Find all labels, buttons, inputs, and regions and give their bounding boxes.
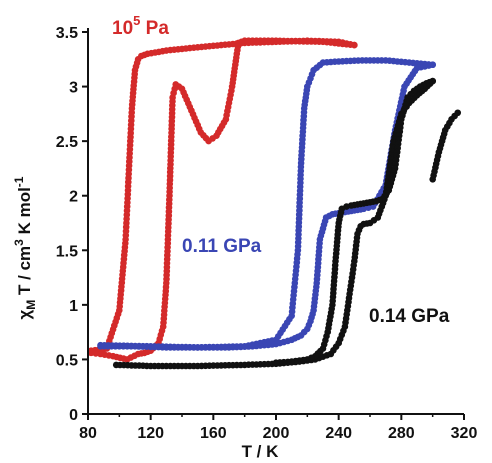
x-tick-label: 280 — [388, 425, 415, 442]
annotation-black: 0.14 GPa — [369, 306, 450, 327]
x-tick-label: 80 — [79, 425, 97, 442]
y-title-sub: M — [24, 300, 38, 310]
annotation-red-sup: 5 — [133, 13, 140, 28]
series-1-point — [97, 343, 104, 350]
x-tick-label: 240 — [325, 425, 352, 442]
x-tick-label: 120 — [137, 425, 164, 442]
series-0-point — [87, 349, 95, 357]
y-title-mid: T / cm — [15, 246, 34, 300]
x-tick-label: 160 — [200, 425, 227, 442]
annotation-red-tail: Pa — [140, 18, 169, 39]
y-tick-label: 1.5 — [56, 243, 78, 260]
series-2-point — [454, 109, 462, 117]
x-tick-label: 200 — [263, 425, 290, 442]
y-tick-label: 1 — [69, 298, 78, 315]
y-tick-label: 2.5 — [56, 134, 78, 151]
y-title-chi: χ — [15, 309, 34, 319]
annotation-red: 105 Pa — [112, 13, 169, 39]
series-2-point — [272, 359, 280, 367]
y-axis-title: χM T / cm3 K mol-1 — [12, 176, 38, 319]
annotation-blue: 0.11 GPa — [182, 236, 262, 257]
annotation-red-base: 10 — [112, 18, 133, 39]
y-tick-label: 0.5 — [56, 352, 78, 369]
y-title-tail: K mol — [15, 187, 34, 239]
axes: 80 120 160 200 240 280 320 0 0.5 1 1.5 2 2.5 3 3.5 — [56, 25, 478, 442]
x-axis-title: T / K — [242, 442, 280, 461]
y-tick-label: 3.5 — [56, 25, 78, 42]
y-tick-label: 0 — [69, 407, 78, 424]
y-tick-label: 3 — [69, 80, 78, 97]
y-title-sup-neg1: -1 — [12, 176, 26, 187]
x-tick-label: 320 — [451, 425, 478, 442]
series-points — [87, 37, 462, 370]
y-title-sup3: 3 — [12, 239, 26, 246]
y-tick-label: 2 — [69, 189, 78, 206]
